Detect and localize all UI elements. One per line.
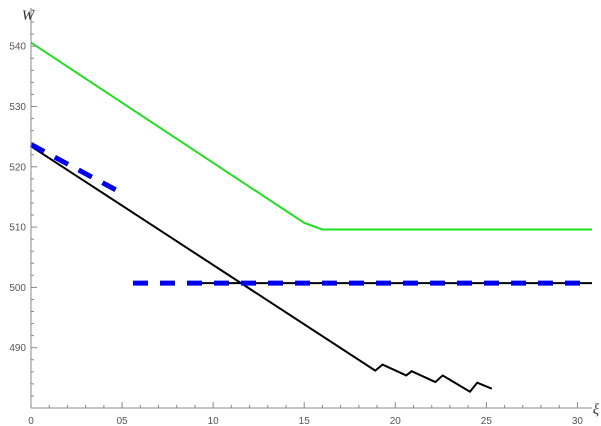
x-axis-title: ξ	[593, 402, 600, 418]
y-tick-label: 500	[9, 283, 26, 294]
x-tick-label: 20	[390, 416, 402, 426]
y-tick-label: 540	[9, 42, 26, 53]
x-tick-label: 10	[208, 416, 220, 426]
y-tick-label: 510	[9, 223, 26, 234]
x-tick-label: 15	[299, 416, 311, 426]
series-line-1	[30, 41, 592, 231]
chart-axes	[30, 8, 592, 409]
y-tick-label: 530	[9, 102, 26, 113]
x-tick-label: 0	[28, 416, 34, 426]
y-tick-label: 520	[9, 162, 26, 173]
y-tick-label: 490	[9, 343, 26, 354]
x-tick-label: 30	[572, 416, 584, 426]
chart-series-group	[29, 41, 592, 394]
chart-ticks: 0 05 10 15 20 25 30 490 500 510 520 530 540	[9, 9, 584, 426]
y-axis-title: W	[22, 8, 36, 24]
series-line-4	[29, 142, 127, 198]
x-tick-label: 05	[117, 416, 129, 426]
series-line-2	[30, 145, 493, 394]
x-tick-label: 25	[481, 416, 493, 426]
